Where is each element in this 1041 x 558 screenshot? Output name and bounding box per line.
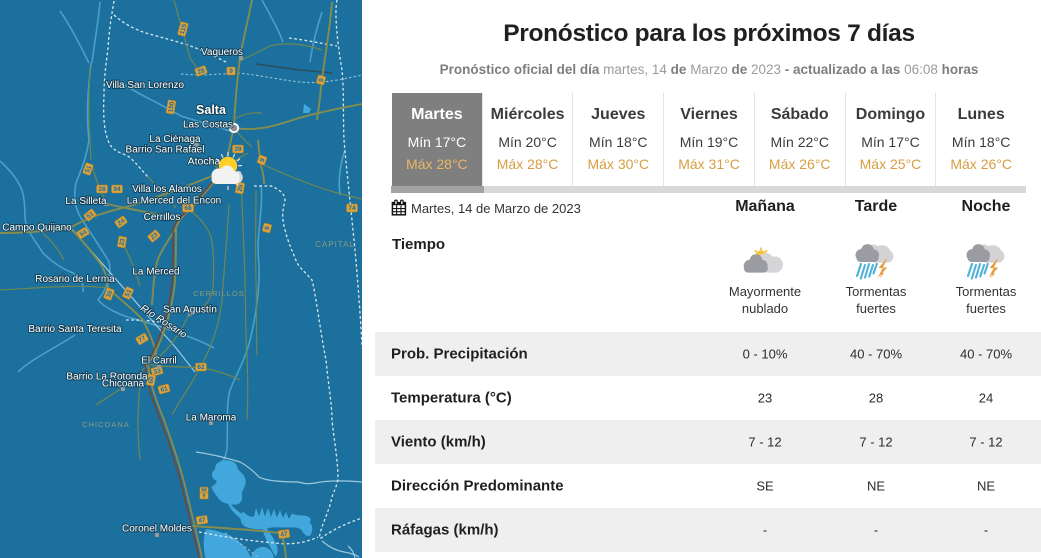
svg-text:24: 24: [116, 217, 126, 227]
svg-text:Atocha: Atocha: [188, 156, 221, 168]
svg-text:68: 68: [201, 488, 207, 494]
svg-text:Salta: Salta: [196, 103, 227, 117]
svg-text:60: 60: [148, 376, 156, 385]
svg-text:51: 51: [84, 164, 93, 174]
svg-text:150: 150: [167, 101, 176, 113]
svg-text:26: 26: [237, 184, 245, 193]
svg-text:Coronel Moldes: Coronel Moldes: [122, 524, 192, 535]
svg-text:Vaqueros: Vaqueros: [201, 47, 243, 58]
svg-text:Villa los Alamos: Villa los Alamos: [132, 184, 202, 195]
svg-text:Chicoana: Chicoana: [102, 379, 145, 390]
svg-text:CERRILLOS: CERRILLOS: [193, 289, 245, 298]
svg-text:39: 39: [234, 146, 242, 153]
svg-text:Cerrillos: Cerrillos: [144, 212, 181, 223]
svg-text:61: 61: [160, 385, 169, 394]
svg-text:28: 28: [98, 186, 106, 193]
svg-text:Barrio San Rafael: Barrio San Rafael: [126, 145, 205, 156]
svg-text:Rosario de Lerma: Rosario de Lerma: [35, 274, 115, 285]
svg-text:La Silleta: La Silleta: [65, 196, 107, 207]
svg-text:77: 77: [137, 335, 147, 345]
svg-text:CHICOANA: CHICOANA: [82, 420, 130, 429]
svg-text:Villa San Lorenzo: Villa San Lorenzo: [106, 80, 185, 91]
svg-text:La Merced del Encon: La Merced del Encon: [127, 196, 222, 207]
svg-text:Campo Quijano: Campo Quijano: [2, 223, 72, 234]
svg-text:28: 28: [197, 67, 207, 76]
svg-text:Las Costas: Las Costas: [183, 120, 233, 131]
svg-text:Barrio Santa Teresita: Barrio Santa Teresita: [28, 324, 122, 335]
svg-text:47: 47: [198, 517, 207, 525]
svg-text:La Merced: La Merced: [132, 267, 179, 278]
svg-text:33: 33: [153, 367, 162, 376]
svg-text:51: 51: [124, 288, 134, 298]
svg-text:74: 74: [348, 205, 356, 212]
svg-text:47: 47: [280, 531, 289, 539]
svg-text:9: 9: [259, 157, 267, 163]
svg-text:23: 23: [149, 231, 159, 241]
svg-text:La Ciénaga: La Ciénaga: [149, 134, 201, 145]
svg-text:La Maroma: La Maroma: [186, 413, 237, 424]
svg-text:9: 9: [229, 68, 233, 75]
svg-text:El Carril: El Carril: [141, 356, 177, 367]
svg-text:CAPITAL: CAPITAL: [315, 240, 355, 249]
svg-text:San Agustín: San Agustín: [163, 305, 217, 316]
svg-text:9: 9: [264, 225, 272, 231]
svg-text:9: 9: [203, 494, 206, 500]
svg-text:23: 23: [119, 238, 127, 247]
svg-text:51: 51: [85, 210, 95, 220]
svg-text:Barrio La Rotonda: Barrio La Rotonda: [66, 372, 148, 383]
svg-text:62: 62: [197, 364, 205, 371]
svg-text:94: 94: [113, 186, 121, 193]
svg-text:36: 36: [105, 289, 114, 299]
svg-text:68: 68: [184, 205, 192, 212]
svg-text:54: 54: [78, 229, 88, 239]
svg-text:115: 115: [179, 23, 189, 35]
svg-text:9: 9: [318, 77, 326, 83]
